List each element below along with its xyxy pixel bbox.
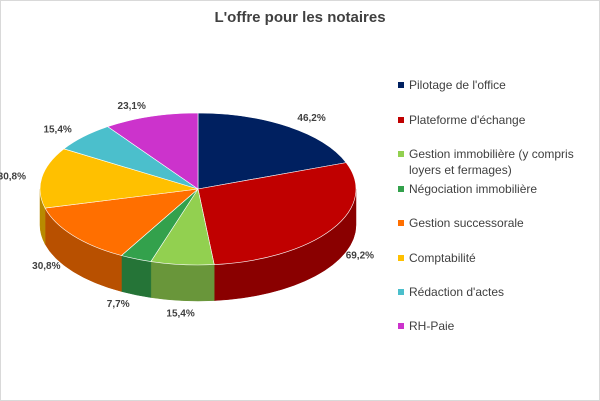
legend-item: Gestion successorale: [398, 215, 596, 231]
legend-swatch: [398, 82, 404, 88]
legend-label: Négociation immobilière: [409, 182, 538, 196]
legend-swatch: [398, 117, 404, 123]
legend-item: Rédaction d'actes: [398, 284, 596, 300]
data-label-2: 69,2%: [346, 251, 374, 262]
pie-slice-side-4: [121, 255, 152, 298]
legend-swatch: [398, 186, 404, 192]
legend-item: Comptabilité: [398, 250, 596, 266]
legend-item: Négociation immobilière: [398, 181, 596, 197]
pie-slice-side-3: [150, 261, 215, 302]
legend-swatch: [398, 255, 404, 261]
legend-swatch: [398, 220, 404, 226]
legend-swatch: [398, 289, 404, 295]
legend-item: Pilotage de l'office: [398, 77, 596, 93]
legend-label: Rédaction d'actes: [409, 285, 505, 299]
pie-slice-8: [107, 112, 199, 190]
legend-label: RH-Paie: [409, 319, 455, 333]
legend-label: Comptabilité: [409, 251, 476, 265]
legend-label: Pilotage de l'office: [409, 78, 506, 92]
legend-item: Plateforme d'échange: [398, 112, 596, 128]
legend-swatch: [398, 323, 404, 329]
chart-title: L'offre pour les notaires: [214, 9, 386, 26]
pie-slice-1: [197, 112, 347, 190]
legend-label: Plateforme d'échange: [409, 113, 526, 127]
pie-slice-2: [197, 162, 357, 265]
legend-swatch: [398, 151, 404, 157]
data-label-3: 15,4%: [166, 308, 194, 319]
data-label-5: 30,8%: [32, 261, 60, 272]
pie-slice-5: [44, 188, 199, 256]
data-label-1: 46,2%: [297, 113, 325, 124]
legend-label: Gestion immobilière (y compris loyers et…: [409, 147, 574, 177]
pie-slice-6: [39, 148, 199, 209]
legend: Pilotage de l'office Plateforme d'échange…: [398, 0, 598, 401]
legend-item: RH-Paie: [398, 318, 596, 334]
data-label-6: 30,8%: [0, 172, 26, 183]
legend-label: Gestion successorale: [409, 216, 524, 230]
data-label-4: 7,7%: [107, 299, 130, 310]
data-label-7: 15,4%: [43, 124, 71, 135]
legend-item: Gestion immobilière (y compris loyers et…: [398, 146, 596, 178]
data-label-8: 23,1%: [118, 101, 146, 112]
